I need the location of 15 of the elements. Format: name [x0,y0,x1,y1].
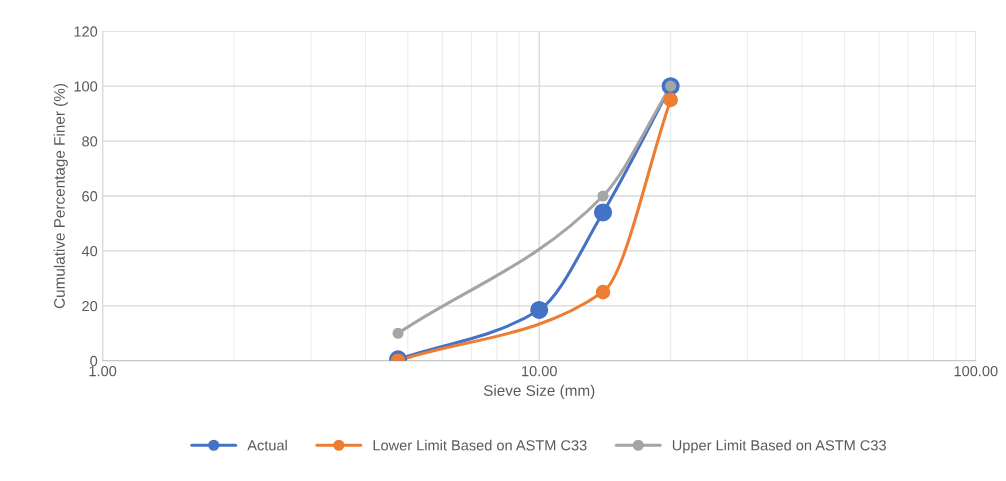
y-tick-label: 120 [74,26,98,37]
legend-label: Upper Limit Based on ASTM C33 [672,439,886,454]
x-tick-label: 10.00 [522,366,557,377]
y-tick-label: 80 [82,136,98,147]
y-tick-label: 100 [74,81,98,92]
y-tick-label: 20 [82,300,98,312]
y-tick-label: 40 [81,246,98,257]
legend-label: Lower Limit Based on ASTM C33 [373,439,587,451]
x-axis-title: Sieve Size (mm) [483,384,595,399]
x-tick-label: 100.00 [954,366,998,377]
y-tick-label: 0 [90,355,98,367]
legend-label: Actual [247,439,287,451]
y-tick-label: 60 [82,191,98,202]
x-tick-label: 1.00 [89,366,117,377]
y-axis-title: Cumulative Percentage Finer (%) [53,84,68,309]
